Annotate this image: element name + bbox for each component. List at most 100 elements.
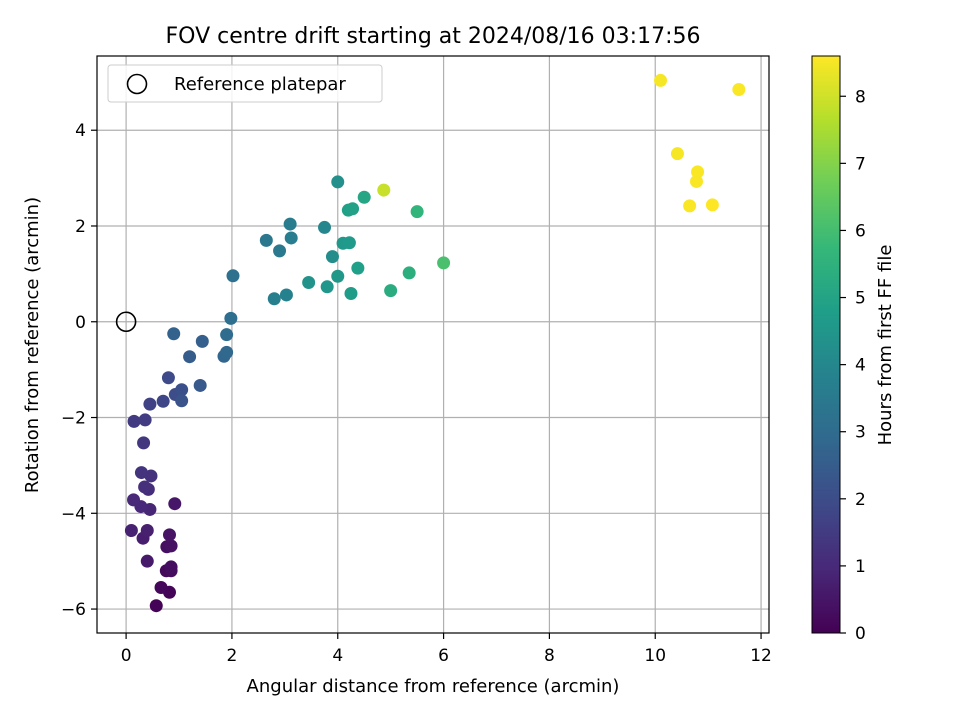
- data-point: [344, 287, 358, 301]
- y-tick-label: −2: [61, 409, 86, 429]
- data-point: [683, 199, 697, 213]
- data-point: [167, 327, 181, 341]
- y-tick-label: 2: [75, 217, 86, 237]
- data-point: [156, 394, 170, 408]
- colorbar-ticks: 0 1 2 3 4 5 6 7 8: [840, 87, 866, 644]
- data-point: [437, 256, 451, 270]
- data-point: [377, 183, 391, 197]
- colorbar-tick-label: 6: [855, 221, 866, 241]
- data-point: [302, 275, 316, 289]
- data-point: [259, 233, 273, 247]
- data-point: [195, 334, 209, 348]
- data-point: [143, 397, 157, 411]
- data-point: [384, 284, 398, 298]
- data-point: [124, 524, 138, 538]
- data-point: [351, 261, 365, 275]
- data-point: [127, 414, 141, 428]
- x-tick-label: 2: [227, 646, 238, 666]
- data-point: [402, 266, 416, 280]
- x-tick-label: 0: [121, 646, 132, 666]
- colorbar-tick-label: 8: [855, 87, 866, 107]
- data-point: [267, 292, 281, 306]
- data-point: [164, 539, 178, 553]
- colorbar-tick-label: 1: [855, 557, 866, 577]
- data-point: [273, 244, 287, 258]
- data-point: [149, 599, 163, 613]
- data-point: [140, 524, 154, 538]
- data-point: [175, 394, 189, 408]
- y-axis-ticks: −6 −4 −2 0 2 4: [61, 121, 97, 620]
- x-tick-label: 12: [750, 646, 772, 666]
- colorbar-tick-label: 4: [855, 356, 866, 376]
- data-point: [226, 269, 240, 283]
- x-axis-ticks: 0 2 4 6 8 10 12: [121, 633, 772, 666]
- data-point: [284, 231, 298, 245]
- data-point: [168, 497, 182, 511]
- plot-area: 0 2 4 6 8 10 12 −6 −4 −2 0 2 4: [61, 55, 772, 666]
- data-points: [124, 73, 746, 613]
- x-tick-label: 10: [644, 646, 666, 666]
- data-point: [320, 280, 334, 294]
- data-point: [670, 147, 684, 161]
- data-point: [732, 83, 746, 97]
- data-point: [220, 345, 234, 359]
- data-point: [331, 269, 345, 283]
- data-point: [283, 217, 297, 231]
- data-point: [342, 236, 356, 250]
- y-tick-label: −6: [61, 600, 86, 620]
- plot-background: [97, 56, 769, 633]
- data-point: [279, 288, 293, 302]
- x-tick-label: 4: [332, 646, 343, 666]
- colorbar-gradient: [811, 55, 841, 634]
- data-point: [357, 190, 371, 204]
- x-tick-label: 6: [438, 646, 449, 666]
- y-axis-label: Rotation from reference (arcmin): [22, 197, 43, 493]
- data-point: [138, 413, 152, 427]
- colorbar-tick-label: 7: [855, 154, 866, 174]
- plot-frame: [96, 55, 770, 634]
- data-point: [164, 560, 178, 574]
- data-point: [705, 198, 719, 212]
- x-axis-label: Angular distance from reference (arcmin): [247, 676, 620, 697]
- data-point: [193, 378, 207, 392]
- y-tick-label: 4: [75, 121, 86, 141]
- legend: Reference platepar: [107, 64, 383, 103]
- colorbar-label: Hours from first FF file: [875, 245, 896, 446]
- data-point: [161, 371, 175, 385]
- colorbar: 0 1 2 3 4 5 6 7 8 Hours from first FF file: [811, 55, 896, 644]
- data-point: [220, 328, 234, 342]
- y-tick-label: 0: [75, 313, 86, 333]
- data-point: [318, 220, 332, 234]
- data-point: [325, 250, 339, 264]
- data-point: [140, 554, 154, 568]
- gridlines: [97, 56, 769, 633]
- colorbar-tick-label: 5: [855, 289, 866, 309]
- data-point: [154, 581, 168, 595]
- colorbar-tick-label: 0: [855, 624, 866, 644]
- data-point: [127, 493, 141, 507]
- data-point: [224, 311, 238, 325]
- data-point: [654, 73, 668, 87]
- legend-box: [107, 64, 383, 103]
- reference-point-group: [115, 311, 137, 333]
- y-tick-label: −4: [61, 504, 86, 524]
- data-point: [175, 383, 189, 397]
- data-point: [134, 466, 148, 480]
- data-point: [410, 205, 424, 219]
- colorbar-tick-label: 3: [855, 423, 866, 443]
- data-point: [346, 202, 360, 216]
- colorbar-tick-label: 2: [855, 490, 866, 510]
- chart-title: FOV centre drift starting at 2024/08/16 …: [166, 24, 701, 49]
- data-point: [137, 436, 151, 450]
- data-point: [331, 175, 345, 189]
- legend-entry-reference: Reference platepar: [174, 74, 346, 95]
- x-tick-label: 8: [544, 646, 555, 666]
- data-point: [162, 528, 176, 542]
- data-point: [138, 480, 152, 494]
- legend-marker-reference: [126, 73, 148, 95]
- data-point: [183, 350, 197, 364]
- data-point: [691, 165, 705, 179]
- data-point: [690, 174, 704, 188]
- reference-platepar-marker: [115, 311, 137, 333]
